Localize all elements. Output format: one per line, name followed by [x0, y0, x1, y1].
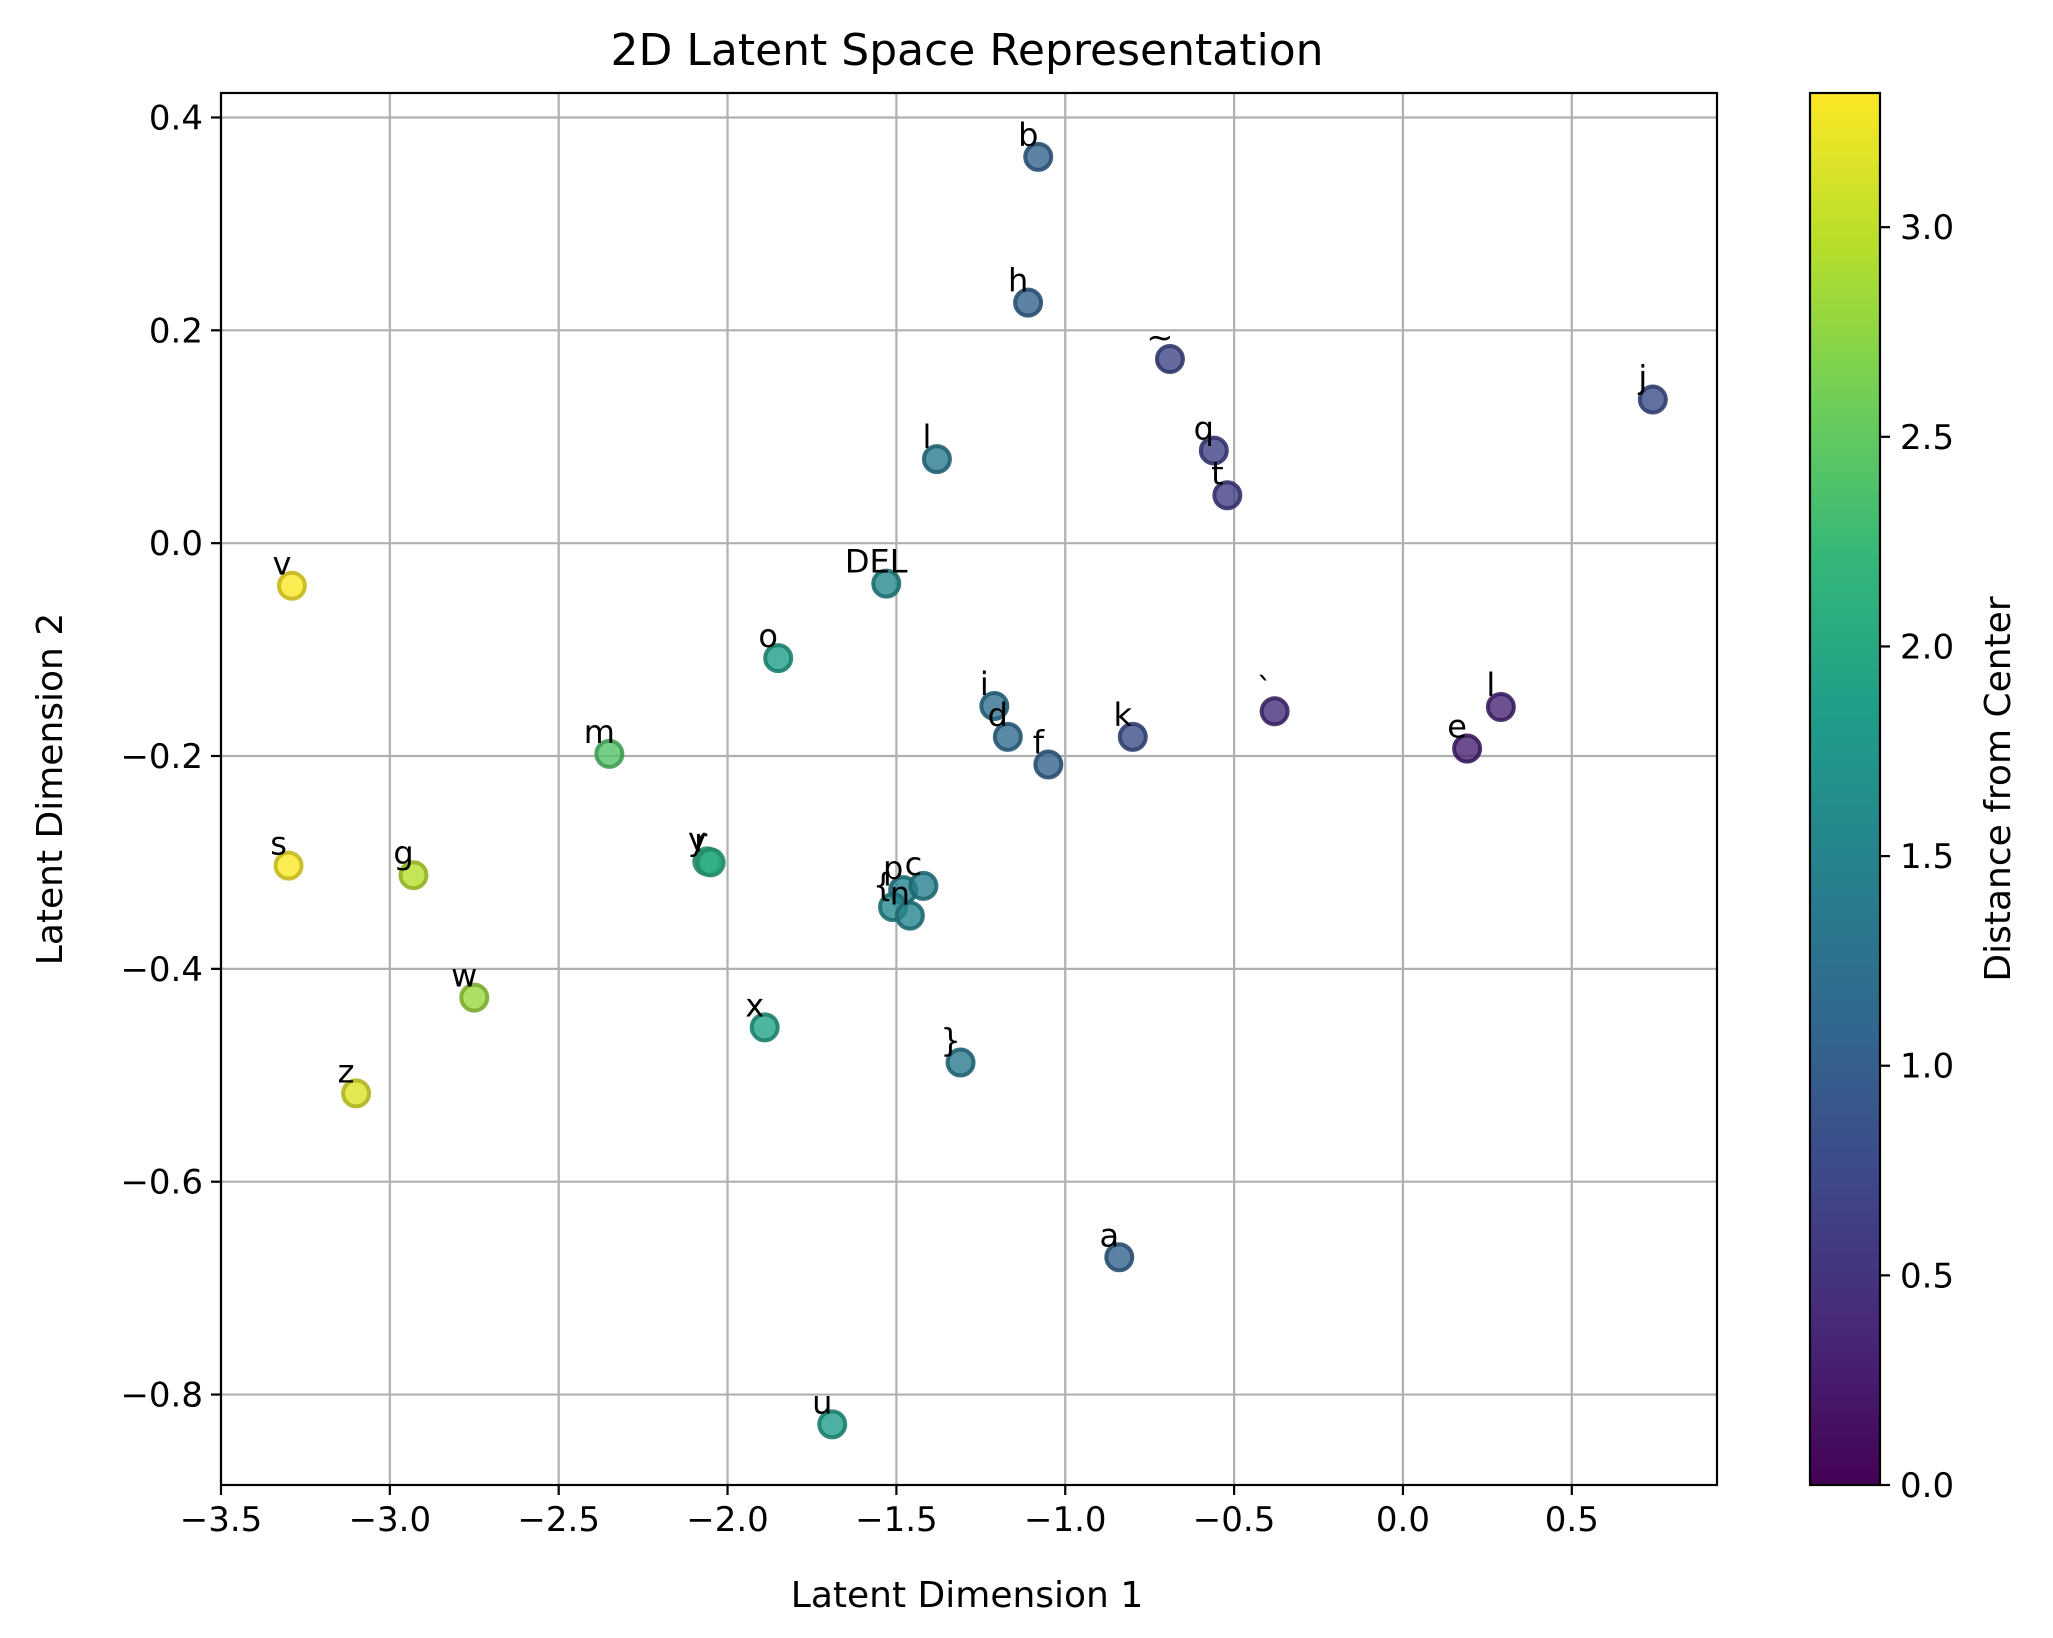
data-point: [1104, 1242, 1135, 1273]
grid-lines: [219, 93, 1717, 1485]
point-label: s: [270, 825, 287, 863]
y-tick-label: −0.8: [120, 1376, 203, 1416]
x-tick-label: −1.0: [1024, 1500, 1107, 1540]
y-tick-label: −0.4: [120, 950, 203, 990]
point-label: ~: [1147, 318, 1174, 356]
data-point: [594, 738, 625, 769]
point-label: z: [338, 1052, 355, 1090]
point-label: d: [988, 696, 1008, 734]
colorbar-tick-label: 1.0: [1900, 1047, 1954, 1087]
point-label: DEL: [845, 543, 908, 581]
data-point: [1637, 384, 1668, 415]
point-label: r: [694, 821, 708, 859]
y-tick-label: 0.0: [149, 524, 203, 564]
x-tick-label: 0.0: [1376, 1500, 1430, 1540]
colorbar-frame: [1808, 91, 1882, 1487]
point-label: a: [1099, 1216, 1119, 1254]
x-tick-label: −1.5: [855, 1500, 938, 1540]
data-point: [1212, 480, 1243, 511]
colorbar-tick-label: 1.5: [1900, 837, 1954, 877]
point-label: e: [1447, 708, 1467, 746]
data-point: [979, 690, 1010, 721]
plot-frame: [219, 91, 1719, 1487]
data-point: [763, 643, 794, 674]
data-point: [1452, 733, 1483, 764]
point-label: m: [584, 713, 615, 751]
data-point: [341, 1078, 372, 1109]
point-label: h: [1008, 262, 1028, 300]
point-label: l: [922, 418, 931, 456]
data-point: [276, 570, 307, 601]
point-label: y: [688, 820, 707, 858]
point-label: {: [873, 866, 893, 904]
data-points: [273, 141, 1668, 1440]
x-axis-ticks: −3.5 −3.0 −2.5 −2.0 −1.5 −1.0 −0.5 0.0 0.5: [180, 1485, 1599, 1540]
colorbar-tick-label: 2.5: [1900, 418, 1954, 458]
x-tick-label: −2.0: [686, 1500, 769, 1540]
data-point: [398, 860, 429, 891]
x-axis-label: Latent Dimension 1: [791, 1575, 1143, 1616]
y-tick-label: 0.2: [149, 311, 203, 351]
colorbar-ticks: 0.0 0.5 1.0 1.5 2.0 2.5 3.0: [1880, 208, 1954, 1506]
data-point: [459, 982, 490, 1013]
point-label: o: [758, 617, 778, 655]
colorbar-tick-label: 0.0: [1900, 1466, 1954, 1506]
point-label: t: [1211, 454, 1224, 492]
y-tick-label: −0.6: [120, 1163, 203, 1203]
x-tick-label: 0.5: [1545, 1500, 1599, 1540]
point-label: }: [940, 1022, 960, 1060]
y-tick-label: −0.2: [120, 737, 203, 777]
point-label: q: [1194, 410, 1214, 448]
data-point: [1033, 749, 1064, 780]
y-axis-ticks: −0.8 −0.6 −0.4 −0.2 0.0 0.2 0.4: [120, 98, 221, 1416]
point-label: n: [890, 875, 910, 913]
data-point: [1023, 141, 1054, 172]
data-point: [695, 847, 726, 878]
point-label: v: [272, 545, 291, 583]
point-label: k: [1114, 696, 1133, 734]
data-point: [1259, 696, 1290, 727]
data-point: [894, 900, 925, 931]
data-point: [1198, 435, 1229, 466]
point-label: f: [1033, 724, 1045, 762]
data-point: [945, 1047, 976, 1078]
chart-title: 2D Latent Space Representation: [610, 25, 1323, 76]
colorbar: [1810, 93, 1880, 1485]
point-label: x: [745, 986, 764, 1024]
colorbar-tick-label: 2.0: [1900, 627, 1954, 667]
data-point: [992, 721, 1023, 752]
point-labels: b h ~ j q l t v DEL o i ` l d k e f m s g yr p c {n w x} z a u: [270, 116, 1647, 1421]
point-label: g: [393, 834, 413, 872]
data-point: [871, 568, 902, 599]
colorbar-tick-label: 3.0: [1900, 208, 1954, 248]
point-label: l: [1486, 666, 1495, 704]
point-label: p: [883, 849, 903, 887]
point-label: w: [451, 957, 477, 995]
point-label: b: [1018, 116, 1038, 154]
data-point: [1117, 721, 1148, 752]
colorbar-tick-label: 0.5: [1900, 1256, 1954, 1296]
point-label: c: [905, 845, 923, 883]
y-tick-label: 0.4: [149, 98, 203, 138]
data-point: [921, 444, 952, 475]
x-tick-label: −3.5: [180, 1500, 263, 1540]
x-tick-label: −2.5: [517, 1500, 600, 1540]
x-tick-label: −3.0: [349, 1500, 432, 1540]
data-point: [817, 1409, 848, 1440]
y-axis-label: Latent Dimension 2: [30, 613, 71, 965]
point-label: i: [980, 665, 989, 703]
x-tick-label: −0.5: [1193, 1500, 1276, 1540]
colorbar-label: Distance from Center: [1978, 596, 2019, 981]
data-point: [1013, 287, 1044, 318]
data-point: [273, 850, 304, 881]
data-point: [1154, 344, 1185, 375]
data-point: [749, 1012, 780, 1043]
data-point: [1485, 692, 1516, 723]
point-label: u: [812, 1383, 832, 1421]
point-label: `: [1257, 670, 1273, 708]
data-point: [908, 870, 939, 901]
point-label: j: [1637, 358, 1647, 396]
